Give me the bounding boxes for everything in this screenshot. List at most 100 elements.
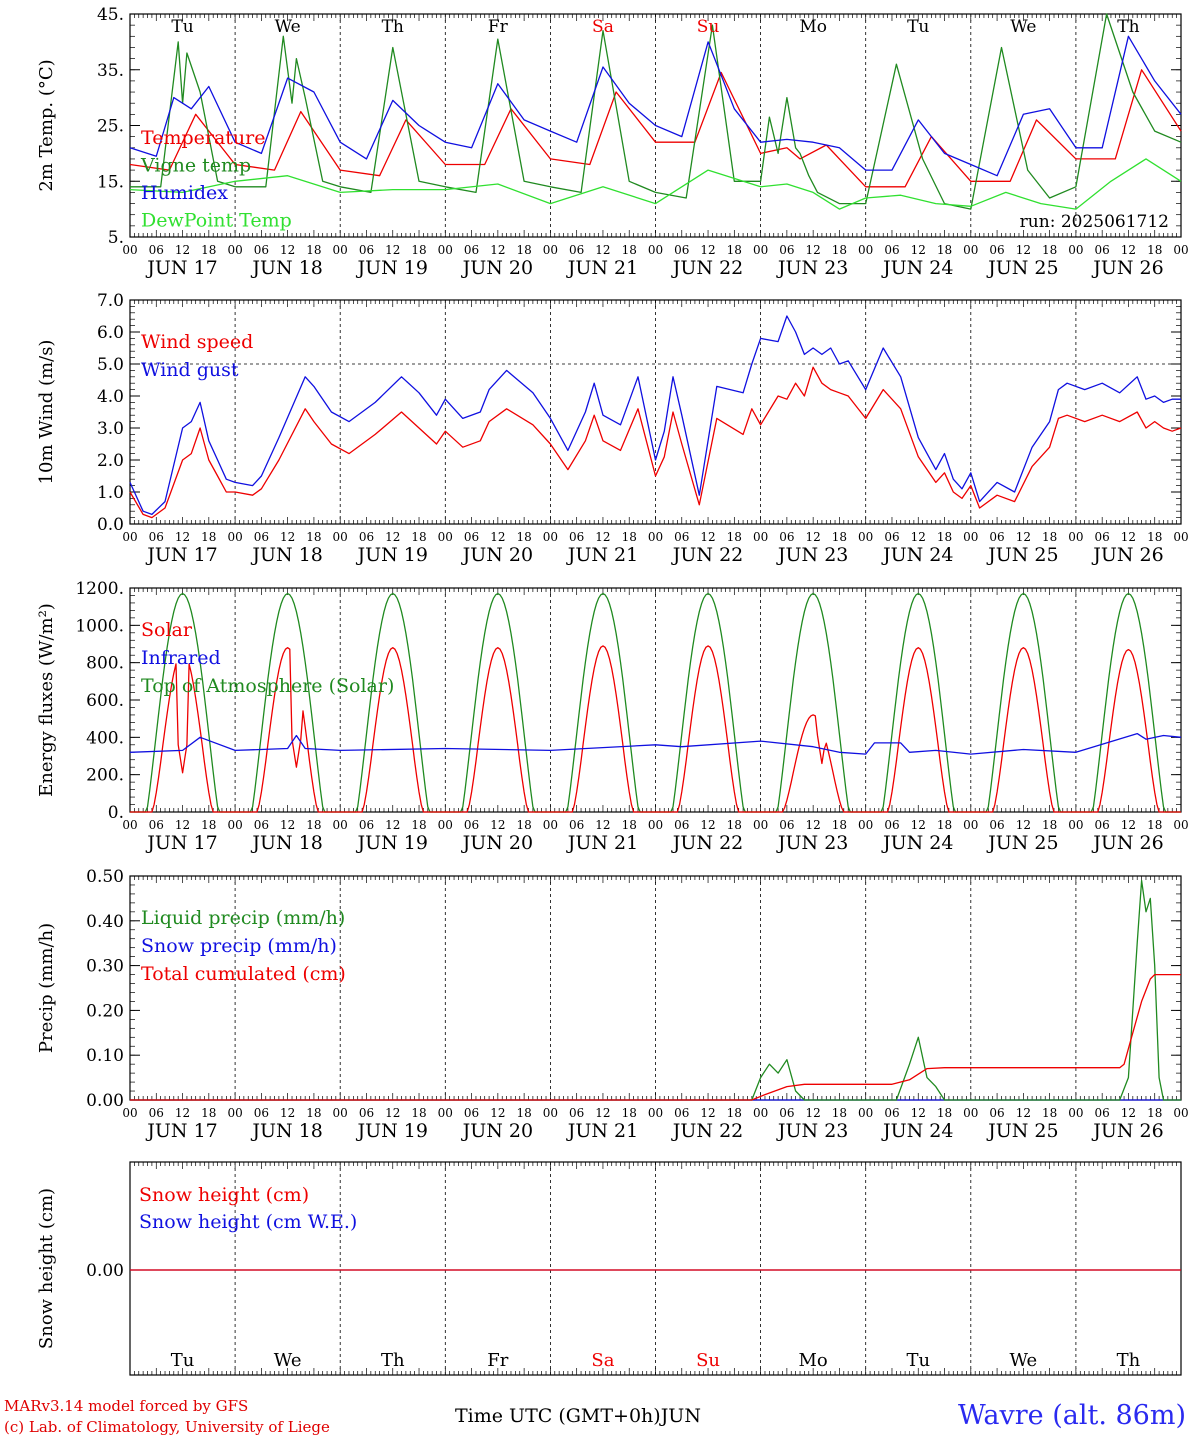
hour-tick-label: 18 bbox=[201, 243, 216, 257]
date-number: 24 bbox=[911, 1388, 927, 1390]
hour-tick-label: 00 bbox=[333, 1106, 348, 1120]
legend-humidex: Humidex bbox=[141, 182, 228, 204]
hour-tick-label: 06 bbox=[1095, 530, 1110, 544]
hour-tick-label: 12 bbox=[490, 1106, 505, 1120]
hour-tick-label: 00 bbox=[227, 818, 242, 832]
hour-tick-label: 12 bbox=[595, 530, 610, 544]
hour-tick-label: 06 bbox=[149, 243, 164, 257]
lab-credit: (c) Lab. of Climatology, University of L… bbox=[4, 1418, 330, 1436]
hour-tick-label: 18 bbox=[306, 818, 321, 832]
hour-tick-label: 12 bbox=[175, 530, 190, 544]
hour-tick-label: 18 bbox=[1042, 1106, 1057, 1120]
date-label: JUN 18 bbox=[250, 832, 322, 854]
y-tick-label: 0.10 bbox=[86, 1046, 124, 1066]
hour-tick-label: 12 bbox=[490, 818, 505, 832]
date-label: JUN 21 bbox=[566, 1120, 638, 1142]
hour-tick-label: 18 bbox=[306, 1106, 321, 1120]
hour-tick-label: 00 bbox=[227, 1106, 242, 1120]
date-label: JUN 25 bbox=[986, 544, 1058, 566]
date-number: 23 bbox=[806, 1388, 821, 1390]
hour-tick-label: 18 bbox=[832, 1106, 847, 1120]
date-label: JUN 19 bbox=[356, 1120, 428, 1142]
date-label: JUN 20 bbox=[461, 1120, 533, 1142]
hour-tick-label: 12 bbox=[595, 243, 610, 257]
hour-tick-label: 00 bbox=[122, 818, 137, 832]
y-tick-label: 0. bbox=[108, 803, 124, 823]
hour-tick-label: 06 bbox=[149, 1106, 164, 1120]
date-label: JUN 18 bbox=[250, 544, 322, 566]
date-label: JUN 23 bbox=[776, 832, 848, 854]
y-tick-label: 1200. bbox=[75, 579, 124, 599]
day-label: We bbox=[274, 1350, 302, 1371]
day-label: Mo bbox=[799, 17, 827, 37]
hour-tick-label: 00 bbox=[1173, 1106, 1188, 1120]
hour-tick-label: 00 bbox=[753, 1106, 768, 1120]
y-tick-label: 200. bbox=[86, 766, 124, 786]
day-label: Tu bbox=[171, 17, 193, 37]
hour-tick-label: 00 bbox=[543, 818, 558, 832]
hour-tick-label: 18 bbox=[937, 530, 952, 544]
y-axis-label: Precip (mm/h) bbox=[36, 923, 57, 1053]
hour-tick-label: 12 bbox=[806, 1106, 821, 1120]
date-label: JUN 20 bbox=[461, 544, 533, 566]
date-label: JUN 26 bbox=[1091, 1120, 1163, 1142]
hour-tick-label: 00 bbox=[963, 243, 978, 257]
hour-tick-label: 18 bbox=[516, 1106, 531, 1120]
legend-dewpoint-temp: DewPoint Temp bbox=[141, 210, 292, 232]
hour-tick-label: 00 bbox=[438, 818, 453, 832]
day-label: We bbox=[275, 17, 301, 37]
hour-tick-label: 18 bbox=[622, 530, 637, 544]
day-label: Th bbox=[1117, 1350, 1141, 1371]
y-tick-label: 7.0 bbox=[97, 291, 124, 311]
hour-tick-label: 06 bbox=[359, 1106, 374, 1120]
hour-tick-label: 18 bbox=[516, 243, 531, 257]
hour-tick-label: 00 bbox=[122, 243, 137, 257]
date-label: JUN 18 bbox=[250, 257, 322, 279]
hour-tick-label: 00 bbox=[753, 818, 768, 832]
y-tick-label: 4.0 bbox=[97, 387, 124, 407]
hour-tick-label: 06 bbox=[884, 1106, 899, 1120]
hour-tick-label: 12 bbox=[700, 530, 715, 544]
run-annotation: run: 2025061712 bbox=[1020, 212, 1169, 232]
y-tick-label: 0.00 bbox=[86, 1261, 124, 1281]
day-label: Fr bbox=[487, 1350, 508, 1371]
hour-tick-label: 12 bbox=[911, 1106, 926, 1120]
hour-tick-label: 18 bbox=[622, 1106, 637, 1120]
y-tick-label: 3.0 bbox=[97, 419, 124, 439]
hour-tick-label: 00 bbox=[1173, 243, 1188, 257]
hour-tick-label: 12 bbox=[700, 1106, 715, 1120]
hour-tick-label: 00 bbox=[333, 243, 348, 257]
hour-tick-label: 12 bbox=[1016, 818, 1031, 832]
hour-tick-label: 18 bbox=[1147, 243, 1162, 257]
hour-tick-label: 18 bbox=[832, 243, 847, 257]
hour-tick-label: 06 bbox=[779, 243, 794, 257]
date-number: 25 bbox=[1016, 1388, 1031, 1390]
hour-tick-label: 06 bbox=[254, 1106, 269, 1120]
y-tick-label: 400. bbox=[86, 728, 124, 748]
date-label: JUN 25 bbox=[986, 1120, 1058, 1142]
hour-tick-label: 00 bbox=[648, 818, 663, 832]
date-number: 18 bbox=[280, 1388, 295, 1390]
date-number: 19 bbox=[385, 1388, 400, 1390]
day-label: Su bbox=[697, 17, 720, 37]
series-humidex bbox=[129, 35, 1182, 177]
date-label: JUN 23 bbox=[776, 257, 848, 279]
hour-tick-label: 18 bbox=[201, 818, 216, 832]
day-label: Th bbox=[382, 17, 404, 37]
date-label: JUN 24 bbox=[881, 1120, 953, 1142]
hour-tick-label: 12 bbox=[385, 243, 400, 257]
hour-tick-label: 12 bbox=[1016, 243, 1031, 257]
hour-tick-label: 00 bbox=[648, 1106, 663, 1120]
date-label: JUN 26 bbox=[1091, 544, 1163, 566]
date-label: JUN 20 bbox=[461, 832, 533, 854]
hour-tick-label: 00 bbox=[543, 530, 558, 544]
hour-tick-label: 12 bbox=[1121, 530, 1136, 544]
date-label: JUN 26 bbox=[1091, 832, 1163, 854]
date-label: JUN 22 bbox=[671, 544, 743, 566]
date-number: 17 bbox=[175, 1388, 190, 1390]
hour-tick-label: 06 bbox=[779, 1106, 794, 1120]
hour-tick-label: 00 bbox=[963, 530, 978, 544]
hour-tick-label: 18 bbox=[1042, 818, 1057, 832]
legend-vigne-temp: Vigne temp bbox=[140, 155, 251, 177]
